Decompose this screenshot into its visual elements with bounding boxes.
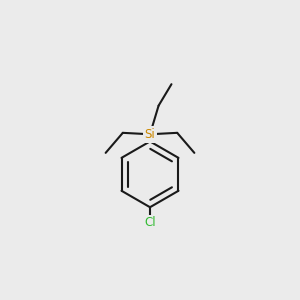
Text: Cl: Cl bbox=[144, 217, 156, 230]
Text: Si: Si bbox=[145, 128, 155, 141]
